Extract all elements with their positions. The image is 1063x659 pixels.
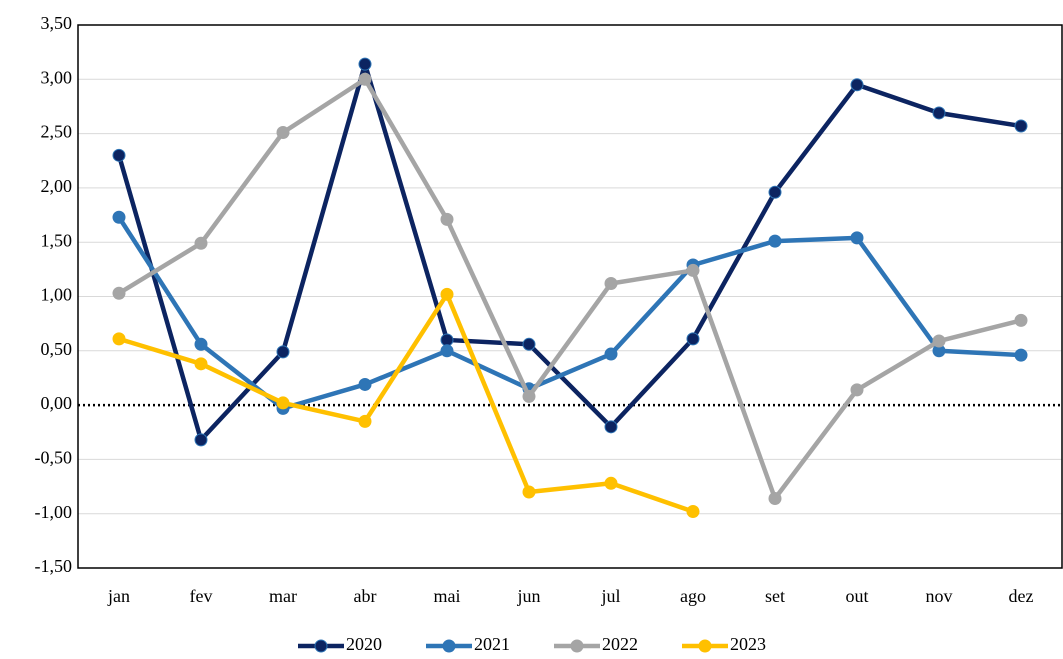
- legend-marker: [570, 639, 584, 653]
- point: [686, 505, 700, 519]
- legend-label: 2021: [474, 634, 510, 654]
- x-tick-label: jan: [107, 586, 130, 606]
- point: [440, 333, 454, 347]
- point: [768, 185, 782, 199]
- point: [112, 332, 126, 346]
- legend-marker: [698, 639, 712, 653]
- point: [604, 347, 618, 361]
- y-tick-label: 1,00: [41, 285, 73, 305]
- y-tick-label: 1,50: [41, 230, 73, 250]
- legend-marker: [442, 639, 456, 653]
- series-line: [117, 77, 1022, 501]
- point: [1014, 119, 1028, 133]
- y-tick-label: 2,00: [41, 176, 73, 196]
- point: [850, 231, 864, 245]
- point: [604, 276, 618, 290]
- point: [194, 433, 208, 447]
- legend-label: 2020: [346, 634, 382, 654]
- point: [358, 414, 372, 428]
- plot-border: [77, 24, 1063, 569]
- point: [358, 72, 372, 86]
- point: [358, 377, 372, 391]
- series-line: [116, 61, 1022, 443]
- legend-marker: [314, 639, 328, 653]
- point: [358, 57, 372, 71]
- x-tick-label: nov: [926, 586, 953, 606]
- point: [276, 396, 290, 410]
- legend-label: 2023: [730, 634, 766, 654]
- point: [1014, 348, 1028, 362]
- x-tick-label: mai: [434, 586, 461, 606]
- point: [604, 420, 618, 434]
- y-tick-label: -1,50: [35, 556, 73, 576]
- point: [194, 357, 208, 371]
- point: [194, 236, 208, 250]
- point: [850, 383, 864, 397]
- y-tick-label: -1,00: [35, 502, 73, 522]
- point: [194, 337, 208, 351]
- point: [932, 106, 946, 120]
- x-tick-label: out: [845, 586, 868, 606]
- point: [522, 337, 536, 351]
- y-tick-label: 0,00: [41, 393, 73, 413]
- y-tick-label: 0,50: [41, 339, 73, 359]
- x-tick-label: set: [765, 586, 785, 606]
- point: [522, 485, 536, 499]
- y-tick-label: 2,50: [41, 122, 73, 142]
- x-tick-label: abr: [354, 586, 377, 606]
- point: [276, 126, 290, 140]
- series-line: [118, 292, 694, 514]
- point: [686, 263, 700, 277]
- point: [768, 234, 782, 248]
- x-tick-label: ago: [680, 586, 706, 606]
- x-tick-label: fev: [190, 586, 213, 606]
- point: [440, 344, 454, 358]
- x-tick-label: jul: [600, 586, 620, 606]
- point: [850, 78, 864, 92]
- y-tick-label: 3,50: [41, 13, 73, 33]
- point: [932, 334, 946, 348]
- point: [604, 476, 618, 490]
- point: [276, 345, 290, 359]
- point: [768, 491, 782, 505]
- point: [686, 332, 700, 346]
- y-tick-label: -0,50: [35, 448, 73, 468]
- point: [112, 286, 126, 300]
- y-tick-label: 3,00: [41, 67, 73, 87]
- point: [522, 389, 536, 403]
- point: [440, 287, 454, 301]
- point: [112, 148, 126, 162]
- x-tick-label: jun: [516, 586, 540, 606]
- point: [1014, 313, 1028, 327]
- point: [440, 212, 454, 226]
- legend-label: 2022: [602, 634, 638, 654]
- x-tick-label: dez: [1009, 586, 1034, 606]
- point: [112, 210, 126, 224]
- x-tick-label: mar: [269, 586, 297, 606]
